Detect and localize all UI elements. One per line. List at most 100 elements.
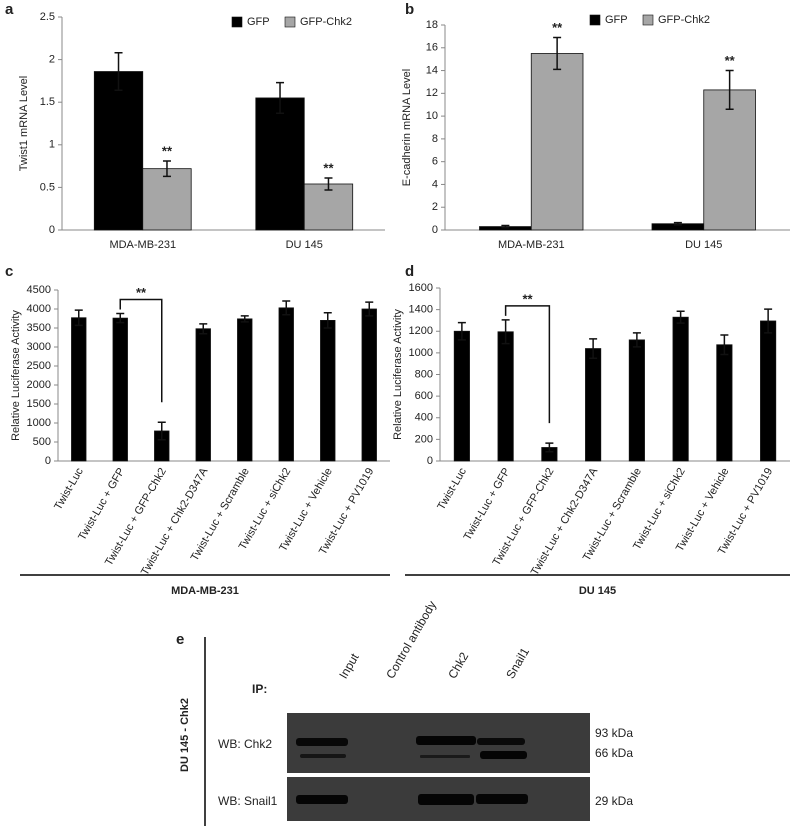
error-bar	[545, 442, 554, 453]
band	[300, 754, 346, 758]
bar	[453, 330, 470, 462]
y-tick-label: 1000	[27, 417, 51, 429]
bar	[716, 344, 733, 462]
band	[477, 738, 525, 745]
y-tick-label: 1200	[409, 325, 433, 337]
x-tick-label: MDA-MB-231	[109, 239, 176, 251]
bar	[195, 328, 211, 462]
y-tick-label: 200	[415, 433, 433, 445]
y-tick-label: 400	[415, 412, 433, 424]
error-bar	[501, 224, 510, 229]
x-tick-label: Twist-Luc	[52, 466, 86, 513]
y-tick-label: 2000	[27, 379, 51, 391]
y-tick-label: 1.5	[40, 96, 55, 108]
error-bar	[276, 81, 285, 115]
y-tick-label: 3000	[27, 341, 51, 353]
y-tick-label: 1000	[409, 347, 433, 359]
error-bar	[323, 312, 332, 329]
legend-swatch	[231, 16, 243, 28]
y-tick-label: 4000	[27, 303, 51, 315]
error-bar	[673, 221, 682, 226]
bar	[255, 97, 305, 231]
significance: **	[552, 20, 563, 35]
panel-letter: c	[5, 263, 13, 280]
blot-side-label: DU 145 - Chk2	[179, 698, 191, 772]
y-tick-label: 4	[432, 178, 438, 190]
panel-letter: b	[405, 1, 414, 18]
bar	[71, 317, 87, 462]
legend-label: GFP	[247, 16, 270, 28]
bar	[672, 316, 689, 462]
panel-letter: e	[176, 631, 184, 648]
error-bar	[199, 323, 208, 335]
legend-swatch	[284, 16, 296, 28]
y-axis-label: Relative Luciferase Activity	[392, 309, 404, 440]
y-tick-label: 600	[415, 390, 433, 402]
y-tick-label: 12	[426, 87, 438, 99]
significance: **	[725, 53, 736, 68]
legend-label: GFP-Chk2	[300, 16, 352, 28]
y-tick-label: 2.5	[40, 11, 55, 23]
bar	[628, 339, 645, 462]
y-tick-label: 1600	[409, 282, 433, 294]
group-label: MDA-MB-231	[171, 585, 239, 597]
band	[296, 795, 348, 804]
y-tick-label: 1500	[27, 398, 51, 410]
band	[418, 794, 474, 805]
x-tick-label: MDA-MB-231	[498, 239, 565, 251]
x-tick-label: Twist-Luc	[435, 466, 469, 513]
significance-bracket	[504, 305, 551, 424]
error-bar	[457, 321, 466, 341]
y-tick-label: 2500	[27, 360, 51, 372]
y-tick-label: 14	[426, 64, 438, 76]
band	[476, 794, 528, 804]
bar	[530, 53, 584, 231]
band	[480, 751, 527, 759]
y-tick-label: 10	[426, 110, 438, 122]
bar	[497, 331, 514, 462]
significance: **	[323, 160, 334, 175]
y-tick-label: 0	[45, 455, 51, 467]
size-label: 93 kDa	[595, 726, 633, 740]
error-bar	[365, 301, 374, 317]
bar	[585, 348, 602, 462]
y-tick-label: 18	[426, 19, 438, 31]
bar	[760, 320, 777, 462]
error-bar	[324, 177, 333, 191]
x-tick-label: DU 145	[286, 239, 323, 251]
y-axis-label: E-cadherin mRNA Level	[401, 69, 413, 186]
legend-swatch	[642, 14, 654, 26]
panel-letter: d	[405, 263, 414, 280]
error-bar	[725, 69, 734, 111]
bar	[142, 168, 192, 231]
x-tick-label: Twist-Luc + GFP	[462, 466, 513, 543]
significance: **	[522, 291, 533, 306]
lane-label: Snail1	[503, 645, 532, 681]
y-tick-label: 1	[49, 139, 55, 151]
group-label: DU 145	[579, 585, 616, 597]
bar	[320, 319, 336, 462]
error-bar	[676, 310, 685, 324]
band	[296, 738, 348, 746]
y-axis-label: Twist1 mRNA Level	[18, 76, 30, 171]
row-label: WB: Snail1	[218, 794, 278, 808]
error-bar	[589, 338, 598, 360]
y-tick-label: 500	[33, 436, 51, 448]
y-tick-label: 0.5	[40, 181, 55, 193]
y-tick-label: 2	[49, 54, 55, 66]
x-tick-label: DU 145	[685, 239, 722, 251]
y-tick-label: 800	[415, 368, 433, 380]
significance: **	[162, 143, 173, 158]
error-bar	[162, 160, 171, 178]
error-bar	[632, 332, 641, 348]
error-bar	[74, 309, 83, 327]
band	[416, 736, 476, 745]
y-tick-label: 16	[426, 42, 438, 54]
lane-label: Input	[336, 650, 362, 681]
bar	[237, 318, 253, 462]
size-label: 29 kDa	[595, 794, 633, 808]
legend-label: GFP	[605, 14, 628, 26]
bar	[112, 317, 128, 462]
error-bar	[282, 300, 291, 316]
